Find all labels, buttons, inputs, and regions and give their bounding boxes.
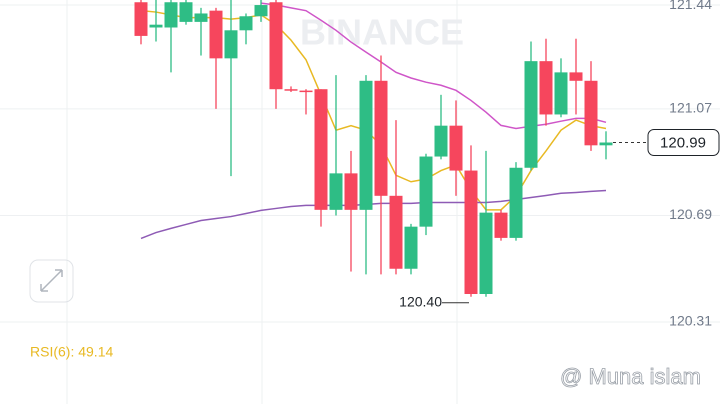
candle-body bbox=[299, 90, 313, 93]
last-price-label: 120.99 bbox=[660, 134, 706, 151]
low-label: 120.40 bbox=[399, 294, 442, 310]
candle-body bbox=[179, 2, 193, 22]
y-tick-label: 120.69 bbox=[669, 206, 712, 222]
candle-body bbox=[434, 125, 448, 157]
candle-body bbox=[389, 195, 403, 269]
candle-body bbox=[509, 167, 523, 238]
candle-body bbox=[134, 2, 148, 36]
last-price-box bbox=[647, 129, 720, 157]
candle-body bbox=[374, 80, 388, 196]
candle-body bbox=[569, 72, 583, 81]
candle-body bbox=[494, 212, 508, 238]
candle-body bbox=[524, 61, 538, 168]
candle-body bbox=[404, 226, 418, 269]
candle-body bbox=[284, 89, 298, 91]
candle-body bbox=[269, 2, 283, 90]
candle-body bbox=[359, 80, 373, 210]
plot bbox=[134, 0, 613, 297]
candle-body bbox=[599, 142, 613, 146]
ma-line bbox=[140, 189, 607, 240]
candle-body bbox=[554, 72, 568, 115]
watermark: BINANCE bbox=[300, 12, 464, 53]
candle-body bbox=[239, 16, 253, 31]
candle-body bbox=[149, 24, 163, 28]
candle-body bbox=[314, 89, 328, 210]
y-tick-label: 121.44 bbox=[669, 0, 712, 12]
candle-body bbox=[209, 10, 223, 59]
candle-body bbox=[344, 173, 358, 210]
candle-body bbox=[254, 5, 268, 17]
candle-body bbox=[449, 125, 463, 171]
candle-body bbox=[194, 13, 208, 22]
ma-line bbox=[260, 2, 607, 130]
expand-button[interactable] bbox=[29, 259, 74, 303]
candle-body bbox=[329, 173, 343, 210]
candle-body bbox=[584, 80, 598, 146]
candle-body bbox=[539, 61, 553, 115]
credit: @ Muna islam bbox=[560, 364, 701, 389]
y-tick-label: 120.31 bbox=[669, 313, 712, 329]
expand-icon bbox=[40, 269, 63, 292]
candle-body bbox=[479, 212, 493, 294]
candle-body bbox=[164, 2, 178, 28]
candle-body bbox=[224, 30, 238, 59]
rsi-label: RSI(6): 49.14 bbox=[30, 344, 113, 360]
y-tick-label: 121.07 bbox=[669, 100, 712, 116]
candle-body bbox=[419, 156, 433, 227]
candle-body bbox=[464, 170, 478, 294]
